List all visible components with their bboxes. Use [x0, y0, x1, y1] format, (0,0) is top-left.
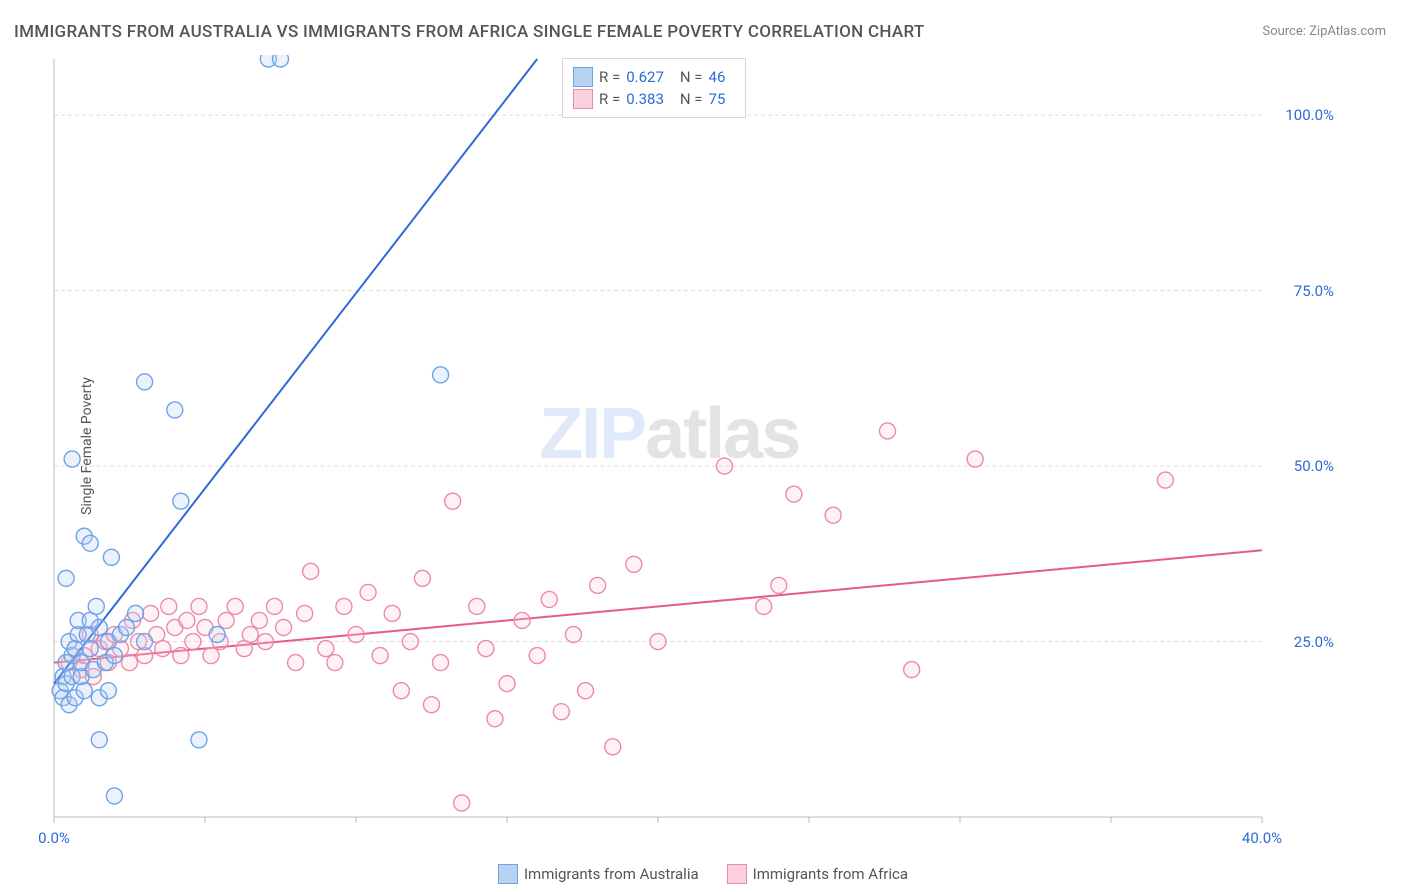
n-label: N = [680, 68, 703, 86]
chart-title: IMMIGRANTS FROM AUSTRALIA VS IMMIGRANTS … [14, 22, 925, 42]
plot-area: ZIPatlas 25.0%50.0%75.0%100.0% 0.0%40.0% [50, 55, 1340, 845]
swatch-africa-icon [727, 864, 747, 884]
correlation-legend: R = 0.627 N = 46 R = 0.383 N = 75 [562, 58, 746, 118]
swatch-australia-icon [498, 864, 518, 884]
y-tick-label: 75.0% [1294, 282, 1334, 300]
y-tick-label: 100.0% [1285, 106, 1334, 124]
series-legend: Immigrants from Australia Immigrants fro… [498, 862, 908, 886]
legend-row-australia: R = 0.627 N = 46 [573, 67, 735, 87]
legend-africa: Immigrants from Africa [727, 864, 908, 884]
n-label: N = [680, 90, 703, 108]
n-value-africa: 75 [709, 90, 726, 108]
x-tick-label: 0.0% [38, 829, 70, 847]
x-tick-label: 40.0% [1242, 829, 1282, 847]
r-value-australia: 0.627 [626, 68, 664, 86]
legend-australia-label: Immigrants from Australia [524, 865, 699, 883]
source-attribution: Source: ZipAtlas.com [1262, 24, 1386, 39]
swatch-africa [573, 89, 593, 109]
scatter-plot-svg [50, 55, 1340, 845]
r-value-africa: 0.383 [626, 90, 664, 108]
chart-container: IMMIGRANTS FROM AUSTRALIA VS IMMIGRANTS … [0, 0, 1406, 892]
legend-australia: Immigrants from Australia [498, 864, 699, 884]
r-label: R = [599, 90, 620, 108]
y-tick-label: 50.0% [1294, 457, 1334, 475]
y-tick-label: 25.0% [1294, 633, 1334, 651]
n-value-australia: 46 [709, 68, 726, 86]
swatch-australia [573, 67, 593, 87]
legend-row-africa: R = 0.383 N = 75 [573, 89, 735, 109]
r-label: R = [599, 68, 620, 86]
legend-africa-label: Immigrants from Africa [753, 865, 908, 883]
